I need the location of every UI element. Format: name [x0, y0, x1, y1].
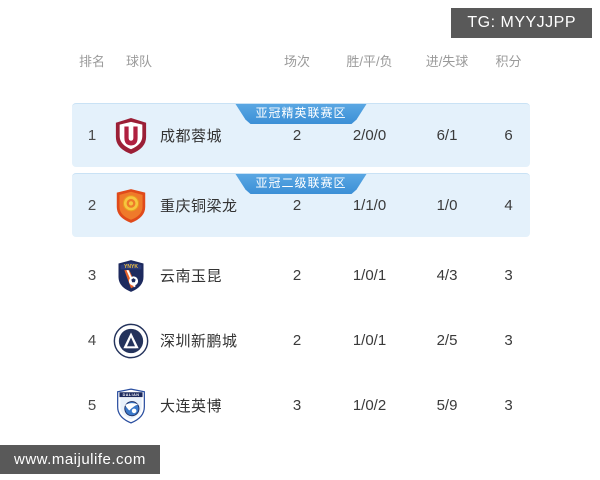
header-played: 场次	[283, 54, 310, 69]
rank-cell: 4	[87, 332, 97, 349]
table-row-yunnan-yukun[interactable]: 3 YNYK 云南玉昆 2 1/0/1 4/3 3	[72, 243, 530, 308]
svg-text:DALIAN: DALIAN	[123, 392, 140, 396]
acl-elite-zone-badge: 亚冠精英联赛区	[235, 104, 366, 124]
table-row-dalian-yingbo[interactable]: 5 DALIAN 大连英博 3 1/0/2 5/9 3	[72, 373, 530, 438]
points-cell: 4	[504, 197, 513, 214]
table-row-shenzhen-peng-city[interactable]: 4 深圳新鹏城 2 1/0/1 2/5 3	[72, 308, 530, 373]
points-cell: 3	[504, 397, 513, 414]
wdl-cell: 1/0/1	[352, 267, 387, 284]
header-goals: 进/失球	[425, 54, 469, 69]
goals-cell: 6/1	[436, 127, 458, 144]
tg-watermark: TG: MYYJJPP	[451, 8, 592, 38]
played-cell: 3	[292, 397, 302, 414]
goals-cell: 5/9	[436, 397, 458, 414]
header-wdl: 胜/平/负	[346, 54, 393, 69]
team-logo-shenzhen-peng-city-icon	[112, 321, 150, 361]
team-logo-chongqing-tongliang-long-icon	[112, 186, 150, 226]
wdl-cell: 1/0/2	[352, 397, 387, 414]
wdl-cell: 1/0/1	[352, 332, 387, 349]
acl-two-zone-badge: 亚冠二级联赛区	[235, 174, 366, 194]
header-team: 球队	[126, 54, 153, 69]
points-cell: 3	[504, 267, 513, 284]
played-cell: 2	[292, 127, 302, 144]
site-watermark: www.maijulife.com	[0, 445, 160, 474]
team-logo-chengdu-rongcheng-icon	[112, 116, 150, 156]
played-cell: 2	[292, 197, 302, 214]
goals-cell: 1/0	[436, 197, 458, 214]
team-name: 重庆铜梁龙	[160, 198, 238, 215]
rank-cell: 2	[87, 197, 97, 214]
goals-cell: 2/5	[436, 332, 458, 349]
goals-cell: 4/3	[436, 267, 458, 284]
team-logo-yunnan-yukun-icon: YNYK	[112, 256, 150, 296]
team-logo-dalian-yingbo-icon: DALIAN	[112, 386, 150, 426]
points-cell: 3	[504, 332, 513, 349]
team-name: 成都蓉城	[160, 128, 223, 145]
wdl-cell: 2/0/0	[352, 127, 387, 144]
played-cell: 2	[292, 332, 302, 349]
team-name: 云南玉昆	[160, 268, 223, 285]
table-row-chongqing-tongliang-long[interactable]: 亚冠二级联赛区 2 重庆铜梁龙 2 1/1/0 1/0 4	[72, 173, 530, 237]
rank-cell: 5	[87, 397, 97, 414]
points-cell: 6	[504, 127, 513, 144]
wdl-cell: 1/1/0	[352, 197, 387, 214]
rank-cell: 3	[87, 267, 97, 284]
header-points: 积分	[495, 54, 522, 69]
played-cell: 2	[292, 267, 302, 284]
svg-text:YNYK: YNYK	[124, 264, 138, 270]
standings-table: 排名 球队 场次 胜/平/负 进/失球 积分 亚冠精英联赛区 1 成都蓉城 2 …	[72, 52, 530, 438]
team-name: 大连英博	[160, 398, 223, 415]
team-name: 深圳新鹏城	[160, 333, 238, 350]
header-rank: 排名	[78, 54, 105, 69]
rank-cell: 1	[87, 127, 97, 144]
table-row-chengdu-rongcheng[interactable]: 亚冠精英联赛区 1 成都蓉城 2 2/0/0 6/1 6	[72, 103, 530, 167]
table-header: 排名 球队 场次 胜/平/负 进/失球 积分	[72, 52, 530, 72]
